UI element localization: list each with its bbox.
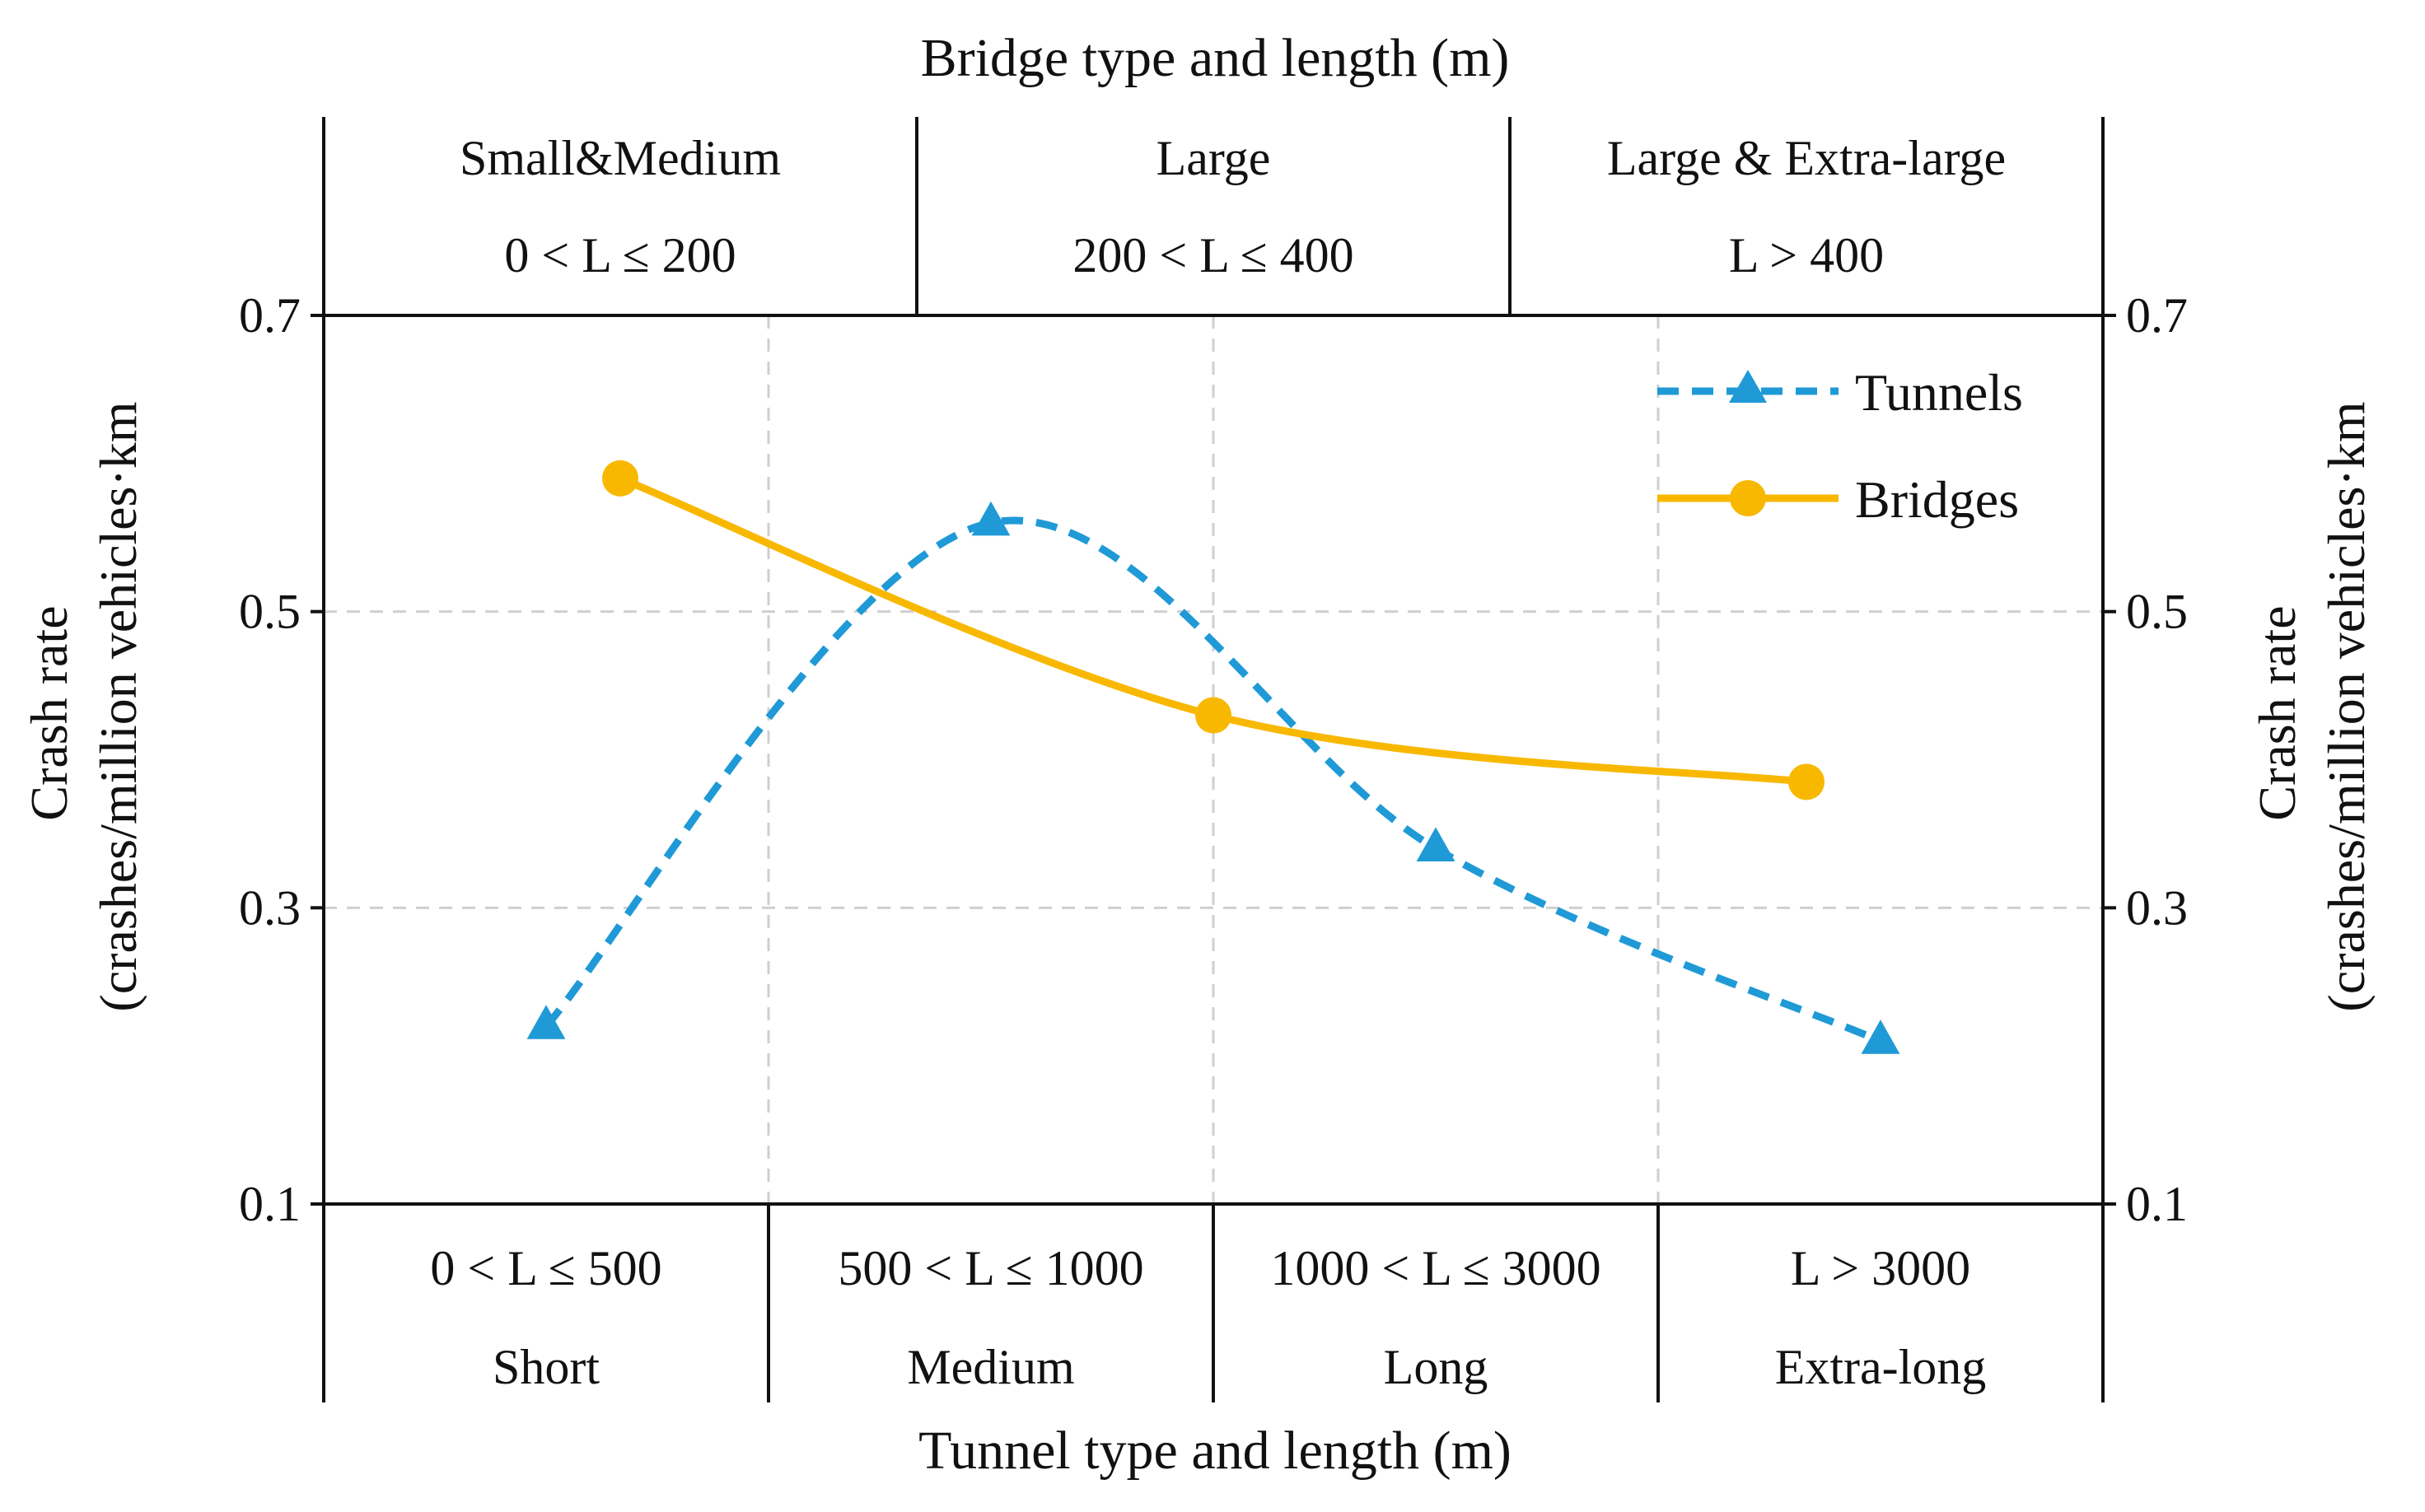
bridges-point <box>602 460 638 497</box>
bridge-cat-name: Small&Medium <box>460 131 781 185</box>
bridge-cat-range: 200 < L ≤ 400 <box>1072 228 1353 282</box>
tunnels-point <box>971 501 1011 536</box>
left-ylabel-line2: (crashes/million vehicles·km <box>89 401 147 1011</box>
grid <box>324 315 2103 1204</box>
frame <box>313 117 2114 1402</box>
y-tick-label-right: 0.1 <box>2126 1177 2188 1231</box>
y-tick-label-right: 0.5 <box>2126 585 2188 639</box>
bridges-point <box>1788 763 1825 800</box>
tunnel-cat-name: Extra-long <box>1775 1340 1987 1394</box>
legend-tunnels-marker <box>1729 370 1767 403</box>
right-ylabel-line1: Crash rate <box>2248 605 2306 820</box>
legend: Tunnels Bridges <box>1657 363 2023 529</box>
top-axis-title: Bridge type and length (m) <box>921 28 1510 88</box>
series-layer <box>526 460 1900 1054</box>
y-ticks: 0.1 0.1 0.3 0.3 0.5 0.5 0.7 0.7 <box>239 288 2188 1231</box>
tunnels-point <box>1416 827 1455 861</box>
y-tick-label-left: 0.1 <box>239 1177 301 1231</box>
tunnel-cat-name: Short <box>493 1340 600 1394</box>
y-tick-label-left: 0.7 <box>239 288 301 343</box>
bridge-cat-name: Large & Extra-large <box>1607 131 2006 185</box>
tunnel-categories: 0 < L ≤ 500 Short 500 < L ≤ 1000 Medium … <box>430 1241 1986 1394</box>
bridge-categories: Small&Medium 0 < L ≤ 200 Large 200 < L ≤… <box>460 131 2006 282</box>
bridge-cat-range: L > 400 <box>1729 228 1884 282</box>
legend-tunnels-label: Tunnels <box>1855 363 2023 422</box>
left-ylabel: Crash rate (crashes/million vehicles·km <box>20 401 147 1011</box>
bridge-cat-name: Large <box>1156 131 1271 185</box>
tunnel-cat-range: L > 3000 <box>1791 1241 1970 1295</box>
legend-bridges-label: Bridges <box>1855 470 2019 529</box>
y-tick-label-left: 0.5 <box>239 585 301 639</box>
tunnels-point <box>526 1005 566 1039</box>
y-tick-label-right: 0.7 <box>2126 288 2188 343</box>
tunnels-point <box>1861 1020 1900 1054</box>
tunnel-cat-range: 0 < L ≤ 500 <box>430 1241 661 1295</box>
left-ylabel-line1: Crash rate <box>20 605 78 820</box>
bottom-axis-title: Tunnel type and length (m) <box>918 1421 1512 1481</box>
right-ylabel-line2: (crashes/million vehicles·km <box>2317 401 2376 1011</box>
tunnel-cat-range: 1000 < L ≤ 3000 <box>1270 1241 1600 1295</box>
tunnels-line <box>543 516 1882 1045</box>
tunnel-cat-name: Medium <box>907 1340 1074 1394</box>
y-tick-label-left: 0.3 <box>239 880 301 935</box>
tunnel-cat-name: Long <box>1384 1340 1488 1394</box>
y-tick-label-right: 0.3 <box>2126 880 2188 935</box>
bridge-cat-range: 0 < L ≤ 200 <box>504 228 736 282</box>
right-ylabel: Crash rate (crashes/million vehicles·km <box>2248 401 2376 1011</box>
tunnel-cat-range: 500 < L ≤ 1000 <box>838 1241 1143 1295</box>
bridges-point <box>1195 697 1231 734</box>
legend-bridges-marker <box>1730 480 1766 516</box>
